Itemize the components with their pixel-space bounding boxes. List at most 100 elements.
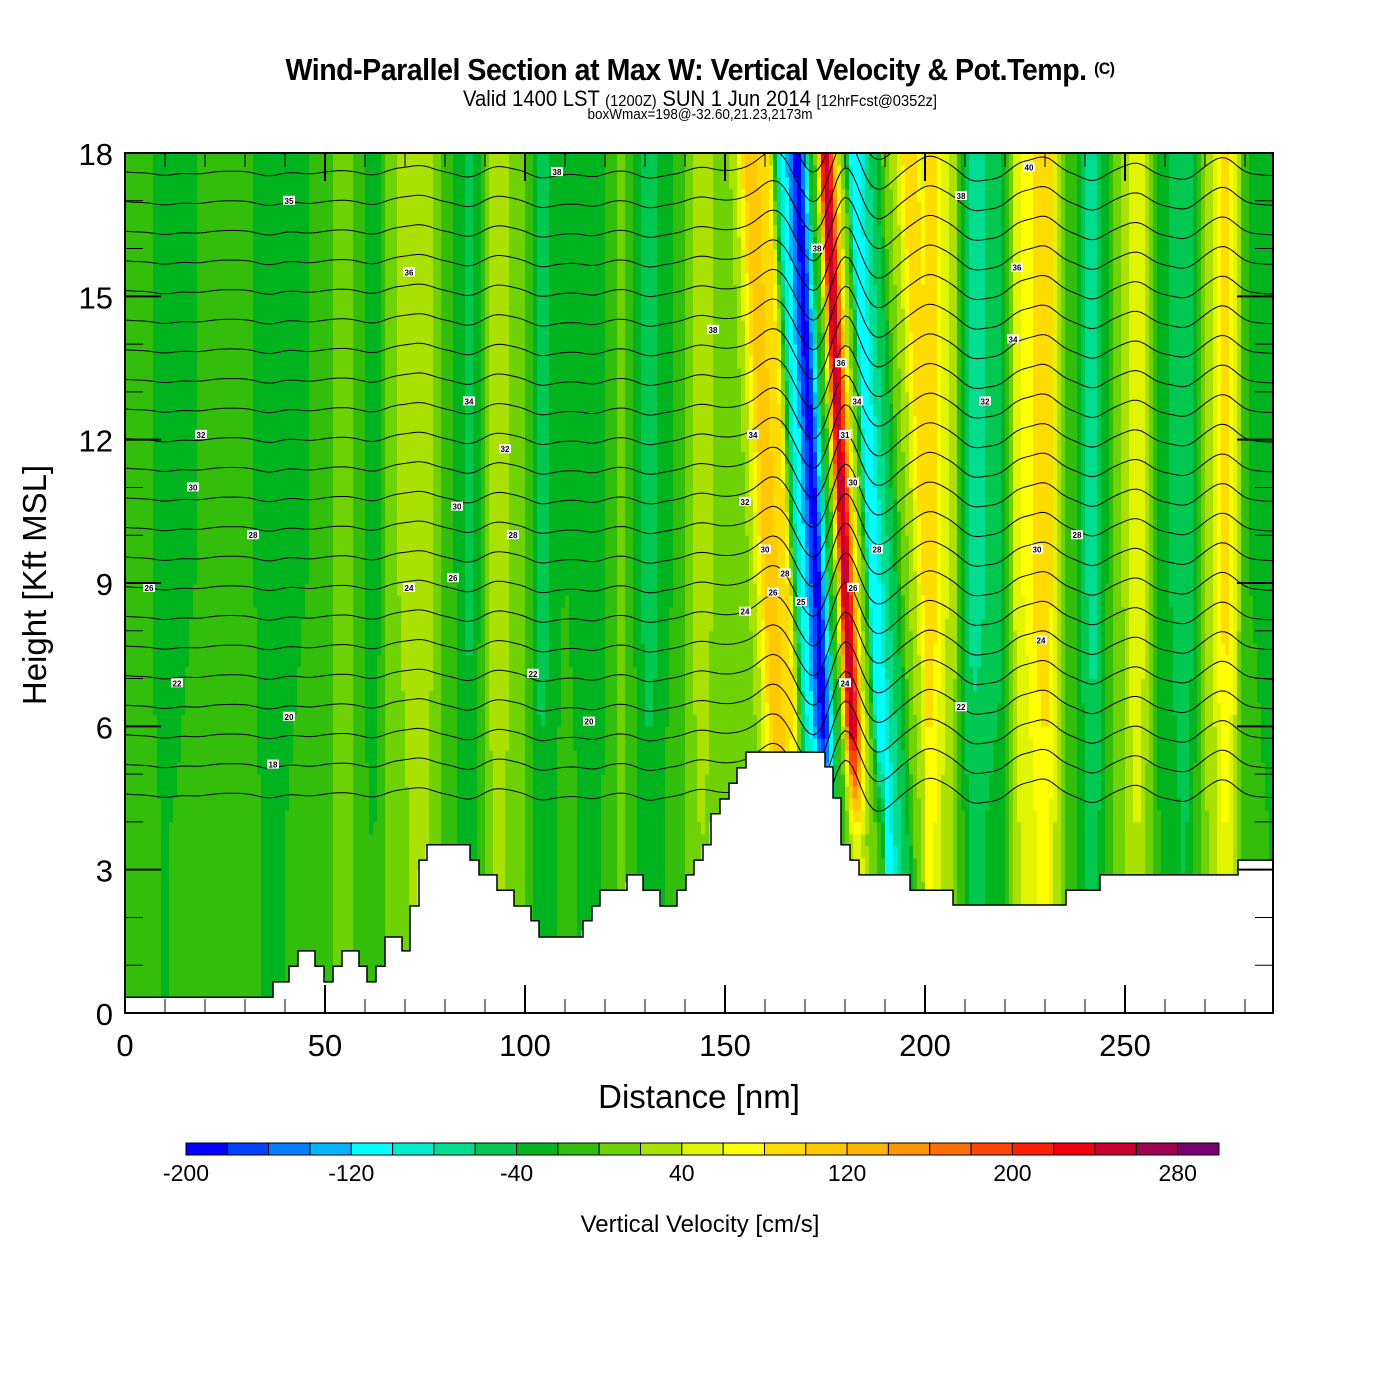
velocity-cell (373, 177, 378, 190)
velocity-cell (273, 667, 278, 680)
velocity-cell (289, 822, 294, 835)
velocity-cell (397, 356, 402, 369)
velocity-cell (301, 691, 306, 704)
velocity-cell (293, 499, 298, 512)
velocity-cell (301, 679, 306, 692)
velocity-cell (273, 428, 278, 441)
velocity-cell (161, 882, 166, 895)
velocity-cell (377, 798, 382, 811)
velocity-cell (365, 332, 370, 345)
velocity-cell (185, 906, 190, 919)
velocity-cell (133, 332, 138, 345)
velocity-cell (129, 440, 134, 453)
velocity-cell (253, 392, 258, 405)
velocity-cell (149, 296, 154, 309)
velocity-cell (189, 153, 194, 166)
velocity-cell (209, 499, 214, 512)
velocity-cell (377, 272, 382, 285)
velocity-cell (277, 846, 282, 859)
velocity-cell (341, 571, 346, 584)
velocity-cell (161, 177, 166, 190)
velocity-cell (257, 153, 262, 166)
velocity-cell (149, 929, 154, 942)
velocity-cell (289, 786, 294, 799)
velocity-cell (273, 631, 278, 644)
velocity-cell (309, 917, 314, 930)
velocity-cell (257, 559, 262, 572)
velocity-cell (169, 416, 174, 429)
velocity-cell (137, 965, 142, 978)
velocity-cell (309, 559, 314, 572)
velocity-cell (233, 726, 238, 739)
velocity-cell (237, 619, 242, 632)
velocity-cell (285, 798, 290, 811)
velocity-cell (129, 476, 134, 489)
velocity-cell (209, 643, 214, 656)
velocity-cell (237, 846, 242, 859)
velocity-cell (405, 404, 410, 417)
velocity-cell (245, 249, 250, 262)
velocity-cell (185, 344, 190, 357)
velocity-cell (397, 810, 402, 823)
velocity-cell (401, 894, 406, 907)
velocity-cell (133, 213, 138, 226)
velocity-cell (161, 798, 166, 811)
velocity-cell (245, 726, 250, 739)
velocity-cell (285, 822, 290, 835)
velocity-cell (337, 296, 342, 309)
velocity-cell (141, 643, 146, 656)
velocity-cell (313, 834, 318, 847)
velocity-cell (317, 296, 322, 309)
velocity-cell (317, 356, 322, 369)
velocity-cell (357, 906, 362, 919)
velocity-cell (133, 571, 138, 584)
velocity-cell (357, 583, 362, 596)
velocity-cell (353, 547, 358, 560)
velocity-cell (165, 738, 170, 751)
velocity-cell (309, 774, 314, 787)
velocity-cell (185, 392, 190, 405)
velocity-cell (249, 786, 254, 799)
velocity-cell (181, 917, 186, 930)
velocity-cell (221, 523, 226, 536)
velocity-cell (301, 380, 306, 393)
velocity-cell (129, 189, 134, 202)
velocity-cell (257, 917, 262, 930)
velocity-cell (405, 607, 410, 620)
velocity-cell (157, 225, 162, 238)
velocity-cell (389, 810, 394, 823)
velocity-cell (289, 571, 294, 584)
velocity-cell (333, 284, 338, 297)
velocity-cell (241, 691, 246, 704)
velocity-cell (337, 750, 342, 763)
velocity-cell (197, 917, 202, 930)
velocity-cell (317, 691, 322, 704)
velocity-cell (245, 213, 250, 226)
velocity-cell (225, 941, 230, 954)
velocity-cell (321, 440, 326, 453)
velocity-cell (197, 810, 202, 823)
velocity-cell (165, 631, 170, 644)
velocity-cell (317, 440, 322, 453)
velocity-cell (157, 237, 162, 250)
velocity-cell (333, 750, 338, 763)
velocity-cell (181, 977, 186, 990)
velocity-cell (209, 535, 214, 548)
velocity-cell (301, 189, 306, 202)
velocity-cell (229, 404, 234, 417)
velocity-cell (149, 368, 154, 381)
velocity-cell (365, 655, 370, 668)
velocity-cell (189, 858, 194, 871)
velocity-cell (225, 237, 230, 250)
velocity-cell (129, 953, 134, 966)
velocity-cell (297, 882, 302, 895)
velocity-cell (221, 511, 226, 524)
velocity-cell (241, 774, 246, 787)
velocity-cell (249, 380, 254, 393)
velocity-cell (297, 153, 302, 166)
velocity-cell (301, 917, 306, 930)
velocity-cell (185, 917, 190, 930)
velocity-cell (409, 822, 414, 835)
velocity-cell (189, 977, 194, 990)
velocity-cell (129, 308, 134, 321)
